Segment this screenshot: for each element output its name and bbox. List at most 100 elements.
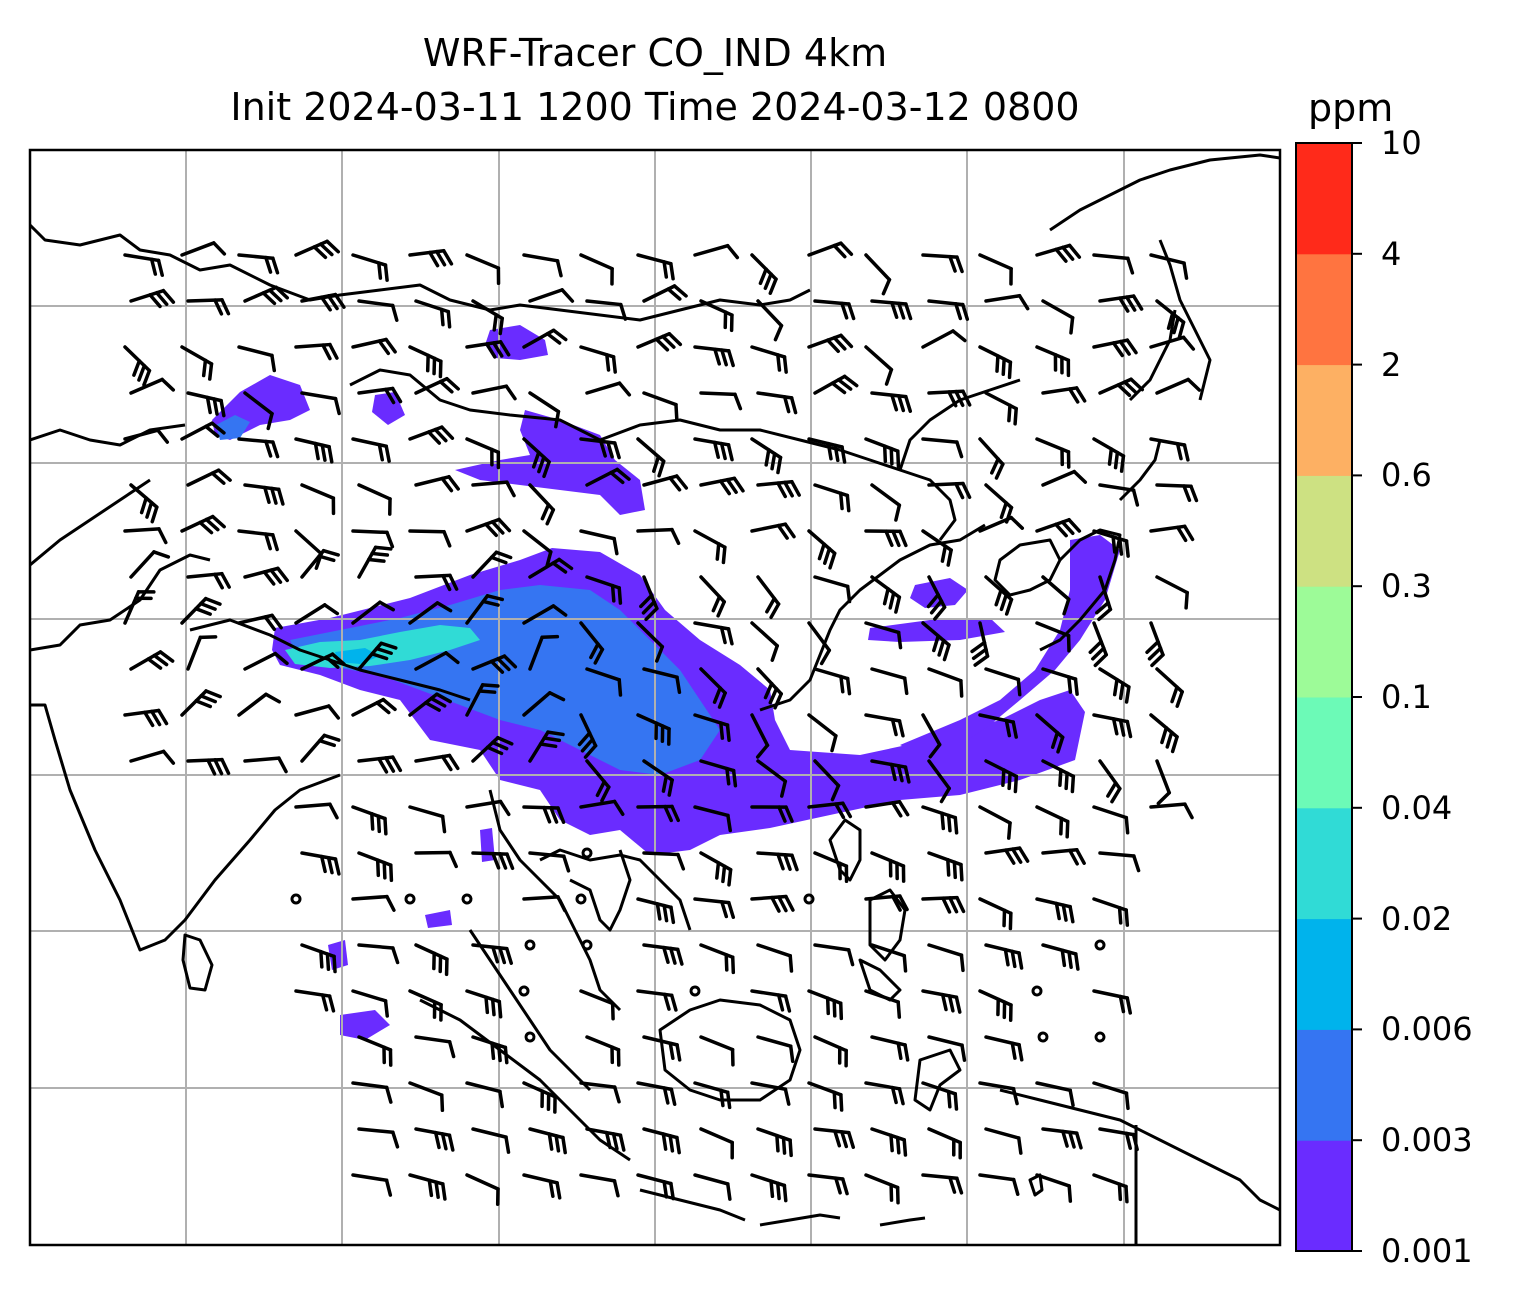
wind-barb <box>864 1081 905 1106</box>
wind-barb <box>471 480 516 498</box>
wind-barb <box>414 573 459 592</box>
wind-barb <box>357 1127 400 1149</box>
colorbar-segment <box>1296 364 1352 476</box>
wind-barb <box>756 1035 795 1064</box>
wind-barb <box>642 391 679 422</box>
wind-barb <box>180 421 226 441</box>
wind-barb <box>290 893 302 905</box>
wind-barb <box>1035 713 1065 754</box>
wind-barb <box>351 1081 393 1104</box>
wind-barb <box>864 529 908 548</box>
colorbar-label: 0.3 <box>1381 567 1432 606</box>
wind-barb <box>1041 848 1086 866</box>
wind-barb <box>984 1127 1023 1155</box>
wind-barb <box>579 1081 621 1104</box>
wind-barb <box>756 943 794 973</box>
colorbar-label: 0.001 <box>1381 1232 1473 1270</box>
wind-barb <box>1149 437 1190 462</box>
wind-barb <box>577 713 598 759</box>
wind-barb <box>813 851 849 884</box>
wind-barb <box>1098 377 1144 398</box>
wind-barb <box>699 943 736 975</box>
wind-barb <box>1155 759 1172 806</box>
wind-barb <box>243 391 274 431</box>
wind-barb <box>642 667 682 694</box>
wind-barb <box>699 299 734 333</box>
wind-barb <box>984 294 1030 311</box>
wind-barb <box>870 1035 910 1062</box>
wind-barb <box>642 1035 682 1062</box>
wind-barb <box>699 391 743 411</box>
wind-barb <box>636 1081 677 1106</box>
wind-barb <box>579 529 619 556</box>
wind-barb <box>123 428 170 444</box>
wind-barb <box>693 713 731 742</box>
wind-barb <box>927 851 964 882</box>
wind-barb <box>1149 713 1179 754</box>
wind-barb <box>294 437 334 464</box>
wind-barb <box>1098 483 1140 507</box>
wind-barb <box>461 893 473 905</box>
wind-barb <box>693 621 734 646</box>
wind-barb <box>471 654 518 674</box>
wind-barb <box>1035 243 1082 263</box>
wind-barb <box>518 985 530 997</box>
wind-barb <box>357 943 400 965</box>
colorbar-label: 0.02 <box>1381 899 1453 938</box>
colorbar-segment <box>1296 143 1352 255</box>
wind-barb <box>1155 667 1184 708</box>
wind-barb <box>579 437 621 460</box>
wind-barb <box>522 1081 557 1114</box>
wind-barb <box>351 805 388 836</box>
wind-barb <box>699 575 726 618</box>
wind-barb <box>300 733 341 763</box>
wind-barb <box>807 333 854 354</box>
wind-barb <box>984 391 1018 426</box>
colorbar-label: 10 <box>1381 124 1422 162</box>
wind-barb <box>585 1035 621 1067</box>
wind-barb <box>699 476 745 496</box>
wind-barb <box>357 1035 393 1067</box>
wind-barb <box>129 550 171 579</box>
wind-barb <box>351 437 391 463</box>
colorbar-segment <box>1296 253 1352 366</box>
wind-barb <box>465 989 503 1019</box>
wind-barb <box>1035 897 1075 924</box>
wind-barb <box>921 437 964 459</box>
wind-barb <box>921 1173 964 1195</box>
wind-barb <box>1088 621 1108 668</box>
wind-barb <box>524 1031 536 1043</box>
wind-barb <box>693 897 736 919</box>
wind-barb <box>357 641 398 671</box>
wind-barb <box>351 1173 393 1197</box>
wind-barb <box>636 253 675 281</box>
wind-barb <box>522 529 553 569</box>
wind-barb <box>581 939 593 951</box>
wind-barb <box>813 483 851 513</box>
wind-barb <box>408 601 453 625</box>
wind-barb <box>528 1127 567 1155</box>
wind-barb <box>522 604 568 625</box>
wind-barb <box>123 253 164 277</box>
wind-barb <box>180 596 222 625</box>
wind-barb <box>699 1035 735 1067</box>
wind-barb <box>984 846 1030 865</box>
wind-barb <box>636 804 680 823</box>
wind-barb <box>921 529 953 567</box>
wind-barb <box>522 1173 562 1200</box>
wind-barb <box>465 517 512 538</box>
wind-barb <box>414 651 460 671</box>
wind-barb <box>1092 253 1135 275</box>
wind-barb <box>408 425 455 445</box>
wind-barb <box>585 667 623 697</box>
wind-barb <box>921 1081 959 1111</box>
wind-barb <box>1035 621 1071 653</box>
wind-barb <box>528 634 560 671</box>
wind-barb <box>927 1035 967 1062</box>
wind-barb <box>237 692 282 717</box>
wind-barb <box>414 850 458 869</box>
wind-barb <box>921 805 959 835</box>
wind-barb <box>180 345 214 381</box>
wind-barb <box>243 651 289 671</box>
colorbar-label: 0.6 <box>1381 456 1432 495</box>
